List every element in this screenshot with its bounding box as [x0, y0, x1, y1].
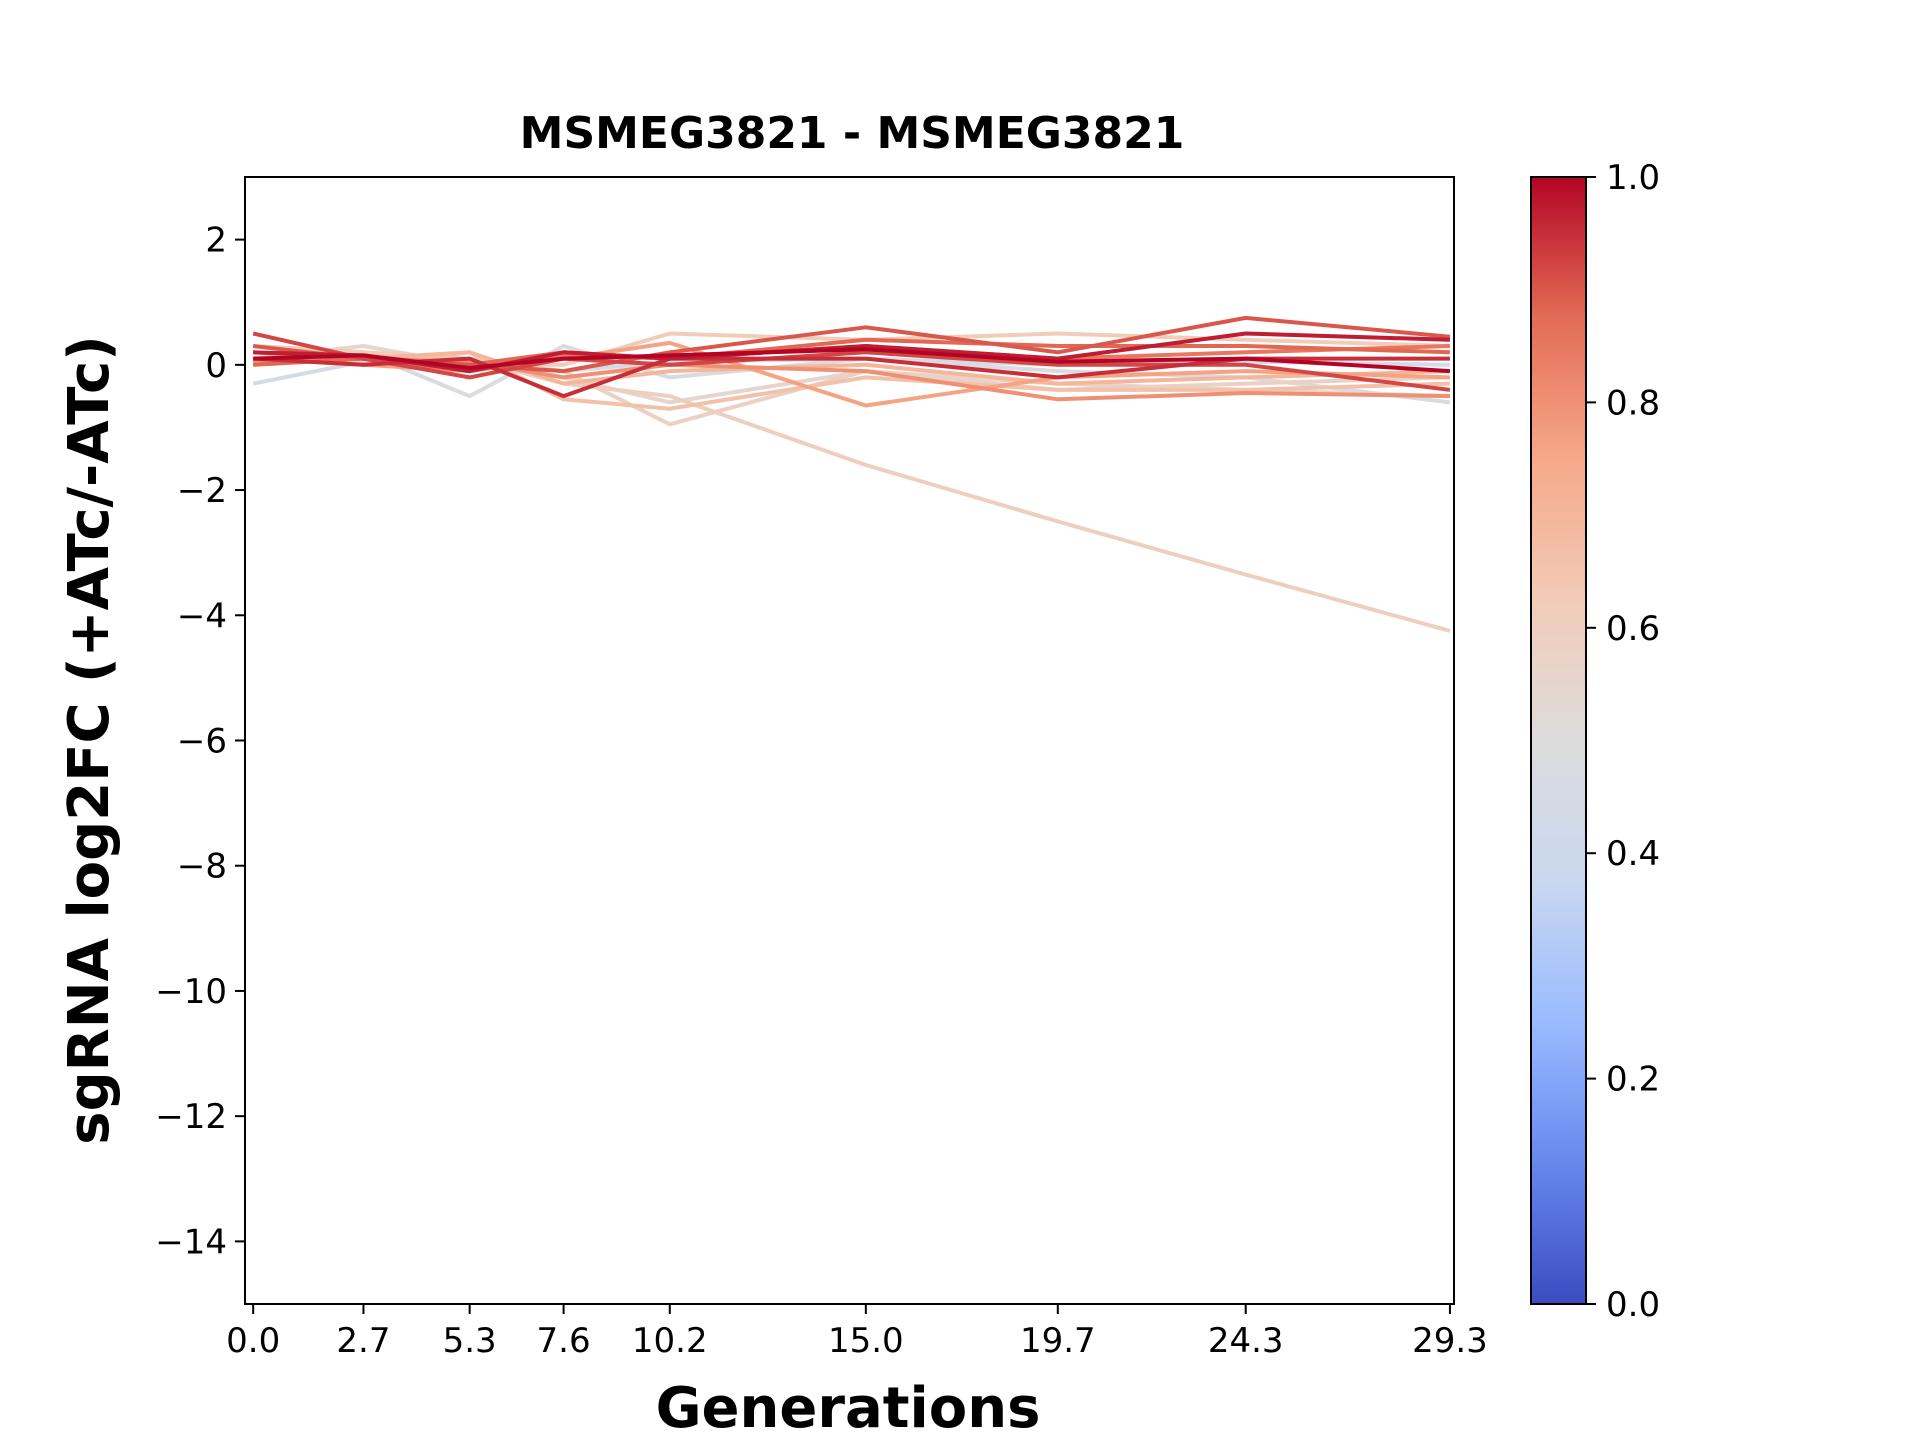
y-tick-label: −4: [177, 596, 227, 636]
y-axis: 2 0 −2 −4 −6 −8 −10 −12 −14: [155, 221, 245, 1262]
y-tick-label: −2: [177, 471, 227, 511]
x-tick-label: 5.3: [443, 1321, 497, 1361]
x-tick-label: 15.0: [828, 1321, 904, 1361]
series-line-9: [253, 340, 1450, 408]
x-axis-label: Generations: [656, 1376, 1041, 1440]
colorbar: 0.0 0.2 0.4 0.6 0.8 1.0: [1530, 158, 1660, 1325]
colorbar-gradient: [1531, 177, 1586, 1304]
y-tick-label: 0: [205, 346, 227, 386]
colorbar-ticks: 0.0 0.2 0.4 0.6 0.8 1.0: [1586, 158, 1660, 1325]
x-tick-label: 19.7: [1020, 1321, 1096, 1361]
y-tick-label: 2: [205, 221, 227, 261]
series-line-17: [253, 347, 1451, 374]
colorbar-frame: [1530, 176, 1587, 1305]
y-tick-label: −6: [177, 722, 227, 762]
x-tick-label: 24.3: [1208, 1321, 1284, 1361]
colorbar-tick-label: 0.0: [1606, 1285, 1660, 1325]
y-tick-label: −14: [155, 1222, 227, 1262]
x-axis: 0.0 2.7 5.3 7.6 10.2 15.0 19.7 24.3 29.3: [226, 1304, 1488, 1361]
y-tick-label: −12: [155, 1097, 227, 1137]
x-tick-label: 10.2: [632, 1321, 708, 1361]
series-line-5: [252, 350, 1451, 633]
x-tick-label: 29.3: [1412, 1321, 1488, 1361]
colorbar-tick-label: 1.0: [1606, 158, 1660, 198]
colorbar-tick-label: 0.8: [1606, 383, 1660, 423]
x-tick-label: 2.7: [336, 1321, 390, 1361]
x-tick-label: 0.0: [226, 1321, 280, 1361]
series-line-3: [252, 344, 1450, 405]
chart-title: MSMEG3821 - MSMEG3821: [520, 108, 1185, 159]
series-lines: [252, 315, 1451, 633]
x-tick-label: 7.6: [537, 1321, 591, 1361]
colorbar-tick-label: 0.2: [1606, 1060, 1660, 1100]
y-tick-label: −10: [155, 972, 227, 1012]
series-line-8: [253, 350, 1450, 386]
colorbar-tick-label: 0.6: [1606, 609, 1660, 649]
y-tick-label: −8: [177, 847, 227, 887]
colorbar-tick-label: 0.4: [1606, 834, 1660, 874]
y-axis-label: sgRNA log2FC (+ATc/-ATc): [57, 335, 122, 1145]
